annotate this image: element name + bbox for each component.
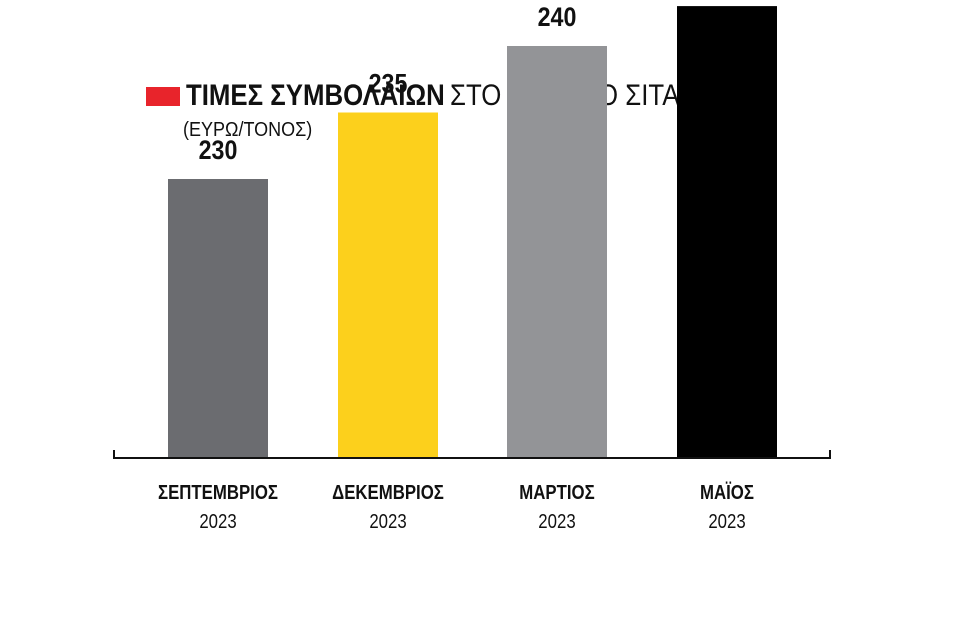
chart-title-bold: ΤΙΜΕΣ ΣΥΜΒΟΛΑΙΩΝ: [186, 79, 445, 112]
x-tick-label-year-2: 2023: [369, 510, 406, 533]
bar-2: [338, 112, 438, 458]
x-tick-label-month-3: ΜΑΡΤΙΟΣ: [519, 481, 594, 504]
bar-1: [168, 179, 268, 458]
chart-subtitle: (ΕΥΡΩ/ΤΟΝΟΣ): [183, 119, 313, 141]
title-marker: [146, 86, 180, 106]
x-tick-label-month-1: ΣΕΠΤΕΜΒΡΙΟΣ: [158, 481, 278, 504]
x-tick-label-month-2: ΔΕΚΕΜΒΡΙΟΣ: [332, 481, 444, 504]
x-tick-label-month-4: ΜΑΪΟΣ: [700, 481, 754, 504]
bar-value-label-3: 240: [538, 2, 577, 32]
x-tick-label-year-1: 2023: [199, 510, 236, 533]
x-tick-label-year-3: 2023: [538, 510, 575, 533]
bar-3: [507, 46, 607, 458]
bar-value-label-1: 230: [199, 135, 238, 165]
bar-4: [677, 6, 777, 458]
bar-value-label-2: 235: [369, 69, 408, 99]
x-tick-label-year-4: 2023: [708, 510, 745, 533]
